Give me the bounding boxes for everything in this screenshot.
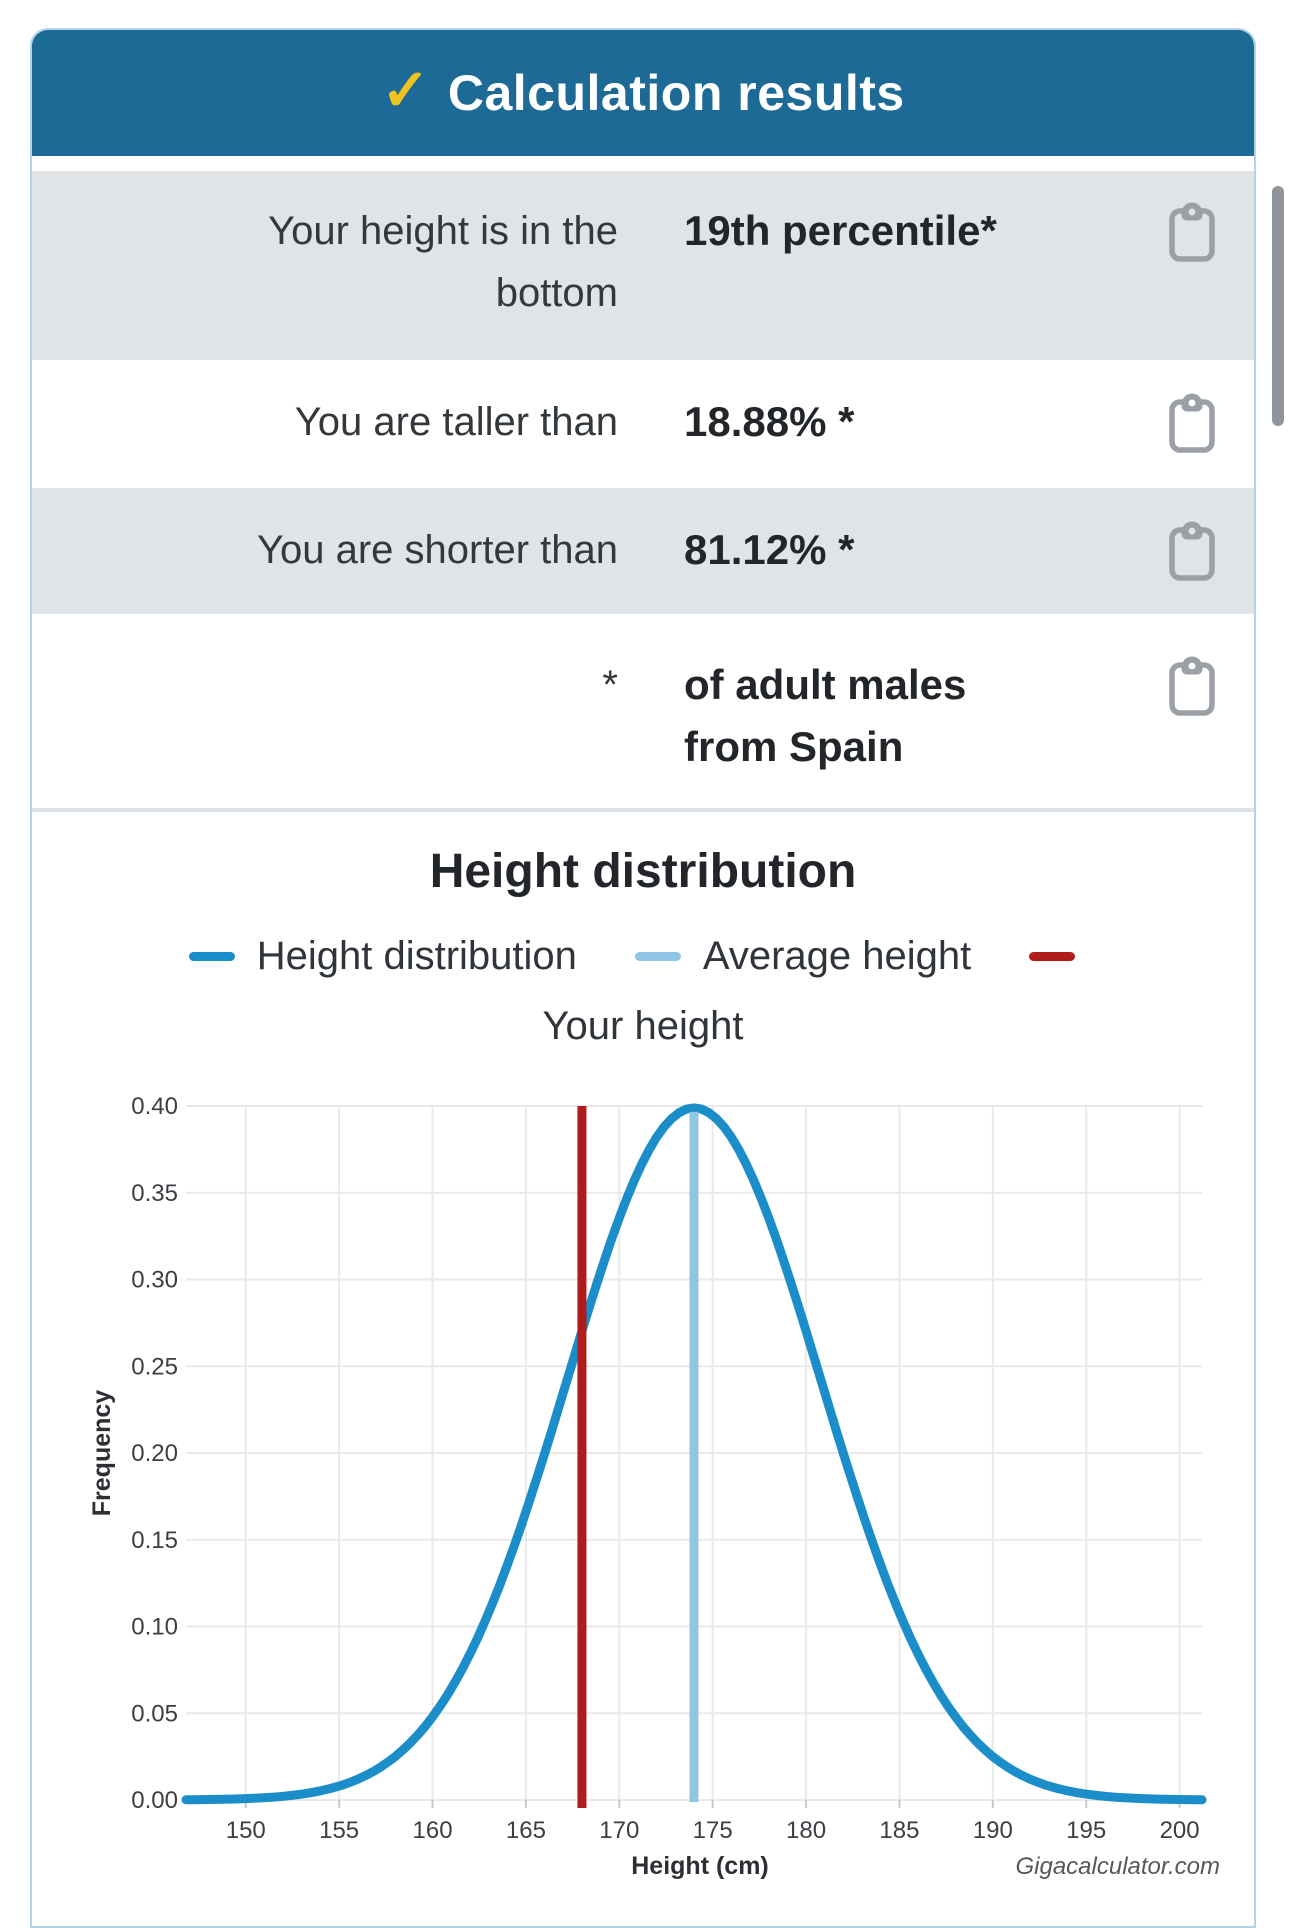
results-header-title: Calculation results xyxy=(447,65,905,121)
svg-text:175: 175 xyxy=(693,1817,733,1844)
svg-text:0.10: 0.10 xyxy=(131,1614,178,1641)
table-row: You are shorter than 81.12% * xyxy=(32,488,1254,614)
check-icon: ✓ xyxy=(381,58,430,123)
legend-label: Average height xyxy=(702,933,972,978)
svg-text:200: 200 xyxy=(1160,1817,1200,1844)
svg-text:165: 165 xyxy=(506,1817,546,1844)
page-scrollbar-thumb[interactable] xyxy=(1272,186,1284,426)
svg-text:170: 170 xyxy=(599,1817,639,1844)
height-distribution-chart[interactable]: 0.00 0.05 0.10 0.15 0.20 0.25 0.30 0.35 0.40 150… xyxy=(32,1086,1254,1903)
legend-dash-icon xyxy=(634,951,681,961)
clipboard-icon xyxy=(1169,202,1215,262)
chart-legend: Height distribution Average height Your … xyxy=(32,926,1254,1056)
table-row: Your height is in the bottom 19th percen… xyxy=(32,171,1254,360)
table-row: You are taller than 18.88% * xyxy=(32,362,1254,487)
copy-to-clipboard-button[interactable] xyxy=(1166,654,1218,718)
legend-label: Height distribution xyxy=(256,933,577,978)
y-axis-tick-labels: 0.00 0.05 0.10 0.15 0.20 0.25 0.30 0.35 0.40 xyxy=(131,1093,178,1814)
row-label: You are taller than xyxy=(294,400,618,444)
svg-text:185: 185 xyxy=(879,1817,919,1844)
marker-lines xyxy=(577,1106,699,1808)
svg-text:195: 195 xyxy=(1066,1817,1106,1844)
svg-text:0.40: 0.40 xyxy=(131,1093,178,1120)
distribution-curve xyxy=(181,1103,1207,1805)
x-axis-tick-labels: 150 155 160 165 170 175 180 185 190 195 200 xyxy=(226,1817,1200,1844)
section-divider xyxy=(32,808,1254,812)
row-value: of adult males from Spain xyxy=(684,661,967,770)
chart-title: Height distribution xyxy=(429,845,857,898)
copy-to-clipboard-button[interactable] xyxy=(1166,519,1218,583)
calculation-results-card: ✓ Calculation results Your height is in … xyxy=(30,28,1256,1928)
row-label: * xyxy=(602,663,618,707)
row-label: You are shorter than xyxy=(257,528,618,572)
watermark-text: Gigacalculator.com xyxy=(1015,1853,1220,1880)
y-axis-title: Frequency xyxy=(88,1390,116,1517)
svg-text:0.30: 0.30 xyxy=(131,1267,178,1294)
copy-to-clipboard-button[interactable] xyxy=(1166,200,1218,264)
copy-to-clipboard-button[interactable] xyxy=(1166,391,1218,455)
svg-text:0.20: 0.20 xyxy=(131,1440,178,1467)
clipboard-icon xyxy=(1169,656,1215,716)
results-header: ✓ Calculation results xyxy=(32,30,1254,156)
legend-dash-icon xyxy=(1029,951,1076,961)
legend-dash-icon xyxy=(188,951,235,961)
legend-item-height-distribution[interactable]: Height distribution xyxy=(188,933,577,979)
chart-axis-ticks xyxy=(244,1800,1181,1808)
clipboard-icon xyxy=(1169,521,1215,581)
table-row: * of adult males from Spain xyxy=(32,616,1254,802)
x-axis-title: Height (cm) xyxy=(631,1852,769,1880)
svg-text:0.15: 0.15 xyxy=(131,1527,178,1554)
svg-text:150: 150 xyxy=(226,1817,266,1844)
row-value: 19th percentile* xyxy=(684,207,997,254)
svg-text:180: 180 xyxy=(786,1817,826,1844)
row-label: Your height is in the bottom xyxy=(268,209,618,315)
svg-text:160: 160 xyxy=(413,1817,453,1844)
svg-text:155: 155 xyxy=(319,1817,359,1844)
svg-text:0.25: 0.25 xyxy=(131,1353,178,1380)
legend-item-your-height[interactable] xyxy=(1029,951,1097,961)
legend-item-average-height[interactable]: Average height xyxy=(634,933,972,979)
svg-text:190: 190 xyxy=(973,1817,1013,1844)
legend-label-your-height[interactable]: Your height xyxy=(542,1003,744,1048)
svg-text:0.05: 0.05 xyxy=(131,1700,178,1727)
clipboard-icon xyxy=(1169,393,1215,453)
row-value: 81.12% * xyxy=(684,526,855,573)
svg-text:0.35: 0.35 xyxy=(131,1180,178,1207)
row-value: 18.88% * xyxy=(684,398,855,445)
svg-text:0.00: 0.00 xyxy=(131,1787,178,1814)
